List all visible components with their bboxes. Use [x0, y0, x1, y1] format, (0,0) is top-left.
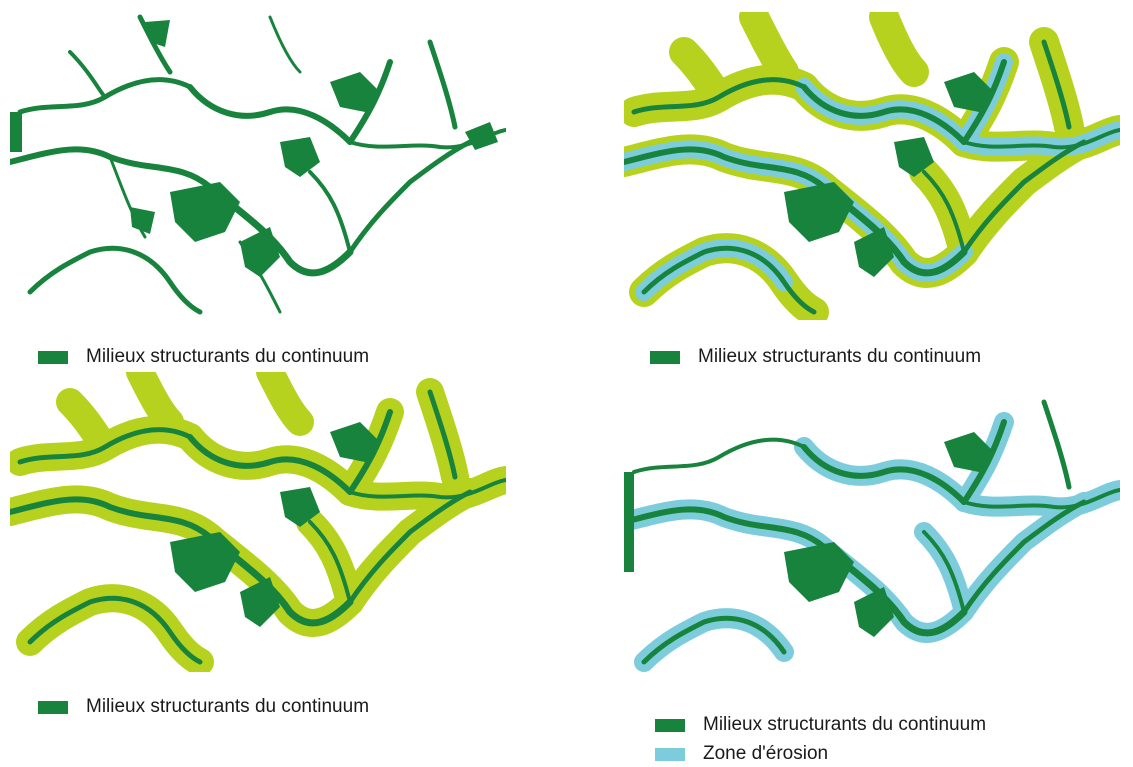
map-bottom-left: [10, 372, 506, 672]
legend-label: Milieux structurants du continuum: [86, 696, 370, 717]
legend-top-right: Milieux structurants du continuum: [650, 346, 981, 368]
map-bottom-right-svg: [624, 399, 1120, 672]
map-bottom-left-svg: [10, 372, 506, 672]
legend-label: Milieux structurants du continuum: [698, 346, 982, 367]
legend-swatch-blue: [655, 747, 685, 761]
legend-swatch-green: [38, 350, 68, 364]
legend-swatch-green: [650, 350, 680, 364]
legend-swatch-green: [38, 700, 68, 714]
map-top-right-svg: [624, 12, 1120, 320]
legend-bottom-right-item-1: Milieux structurants du continuum: [655, 714, 986, 736]
legend-label: Milieux structurants du continuum: [703, 714, 987, 735]
map-top-left: [10, 12, 506, 320]
legend-top-left: Milieux structurants du continuum: [38, 346, 369, 368]
map-top-left-svg: [10, 14, 506, 315]
legend-label: Milieux structurants du continuum: [86, 346, 370, 367]
legend-label: Zone d'érosion: [703, 743, 829, 764]
map-top-right: [624, 12, 1120, 320]
map-bottom-right: [624, 372, 1120, 684]
legend-swatch-green: [655, 718, 685, 732]
legend-bottom-left: Milieux structurants du continuum: [38, 696, 369, 718]
legend-bottom-right-item-2: Zone d'érosion: [655, 743, 828, 765]
